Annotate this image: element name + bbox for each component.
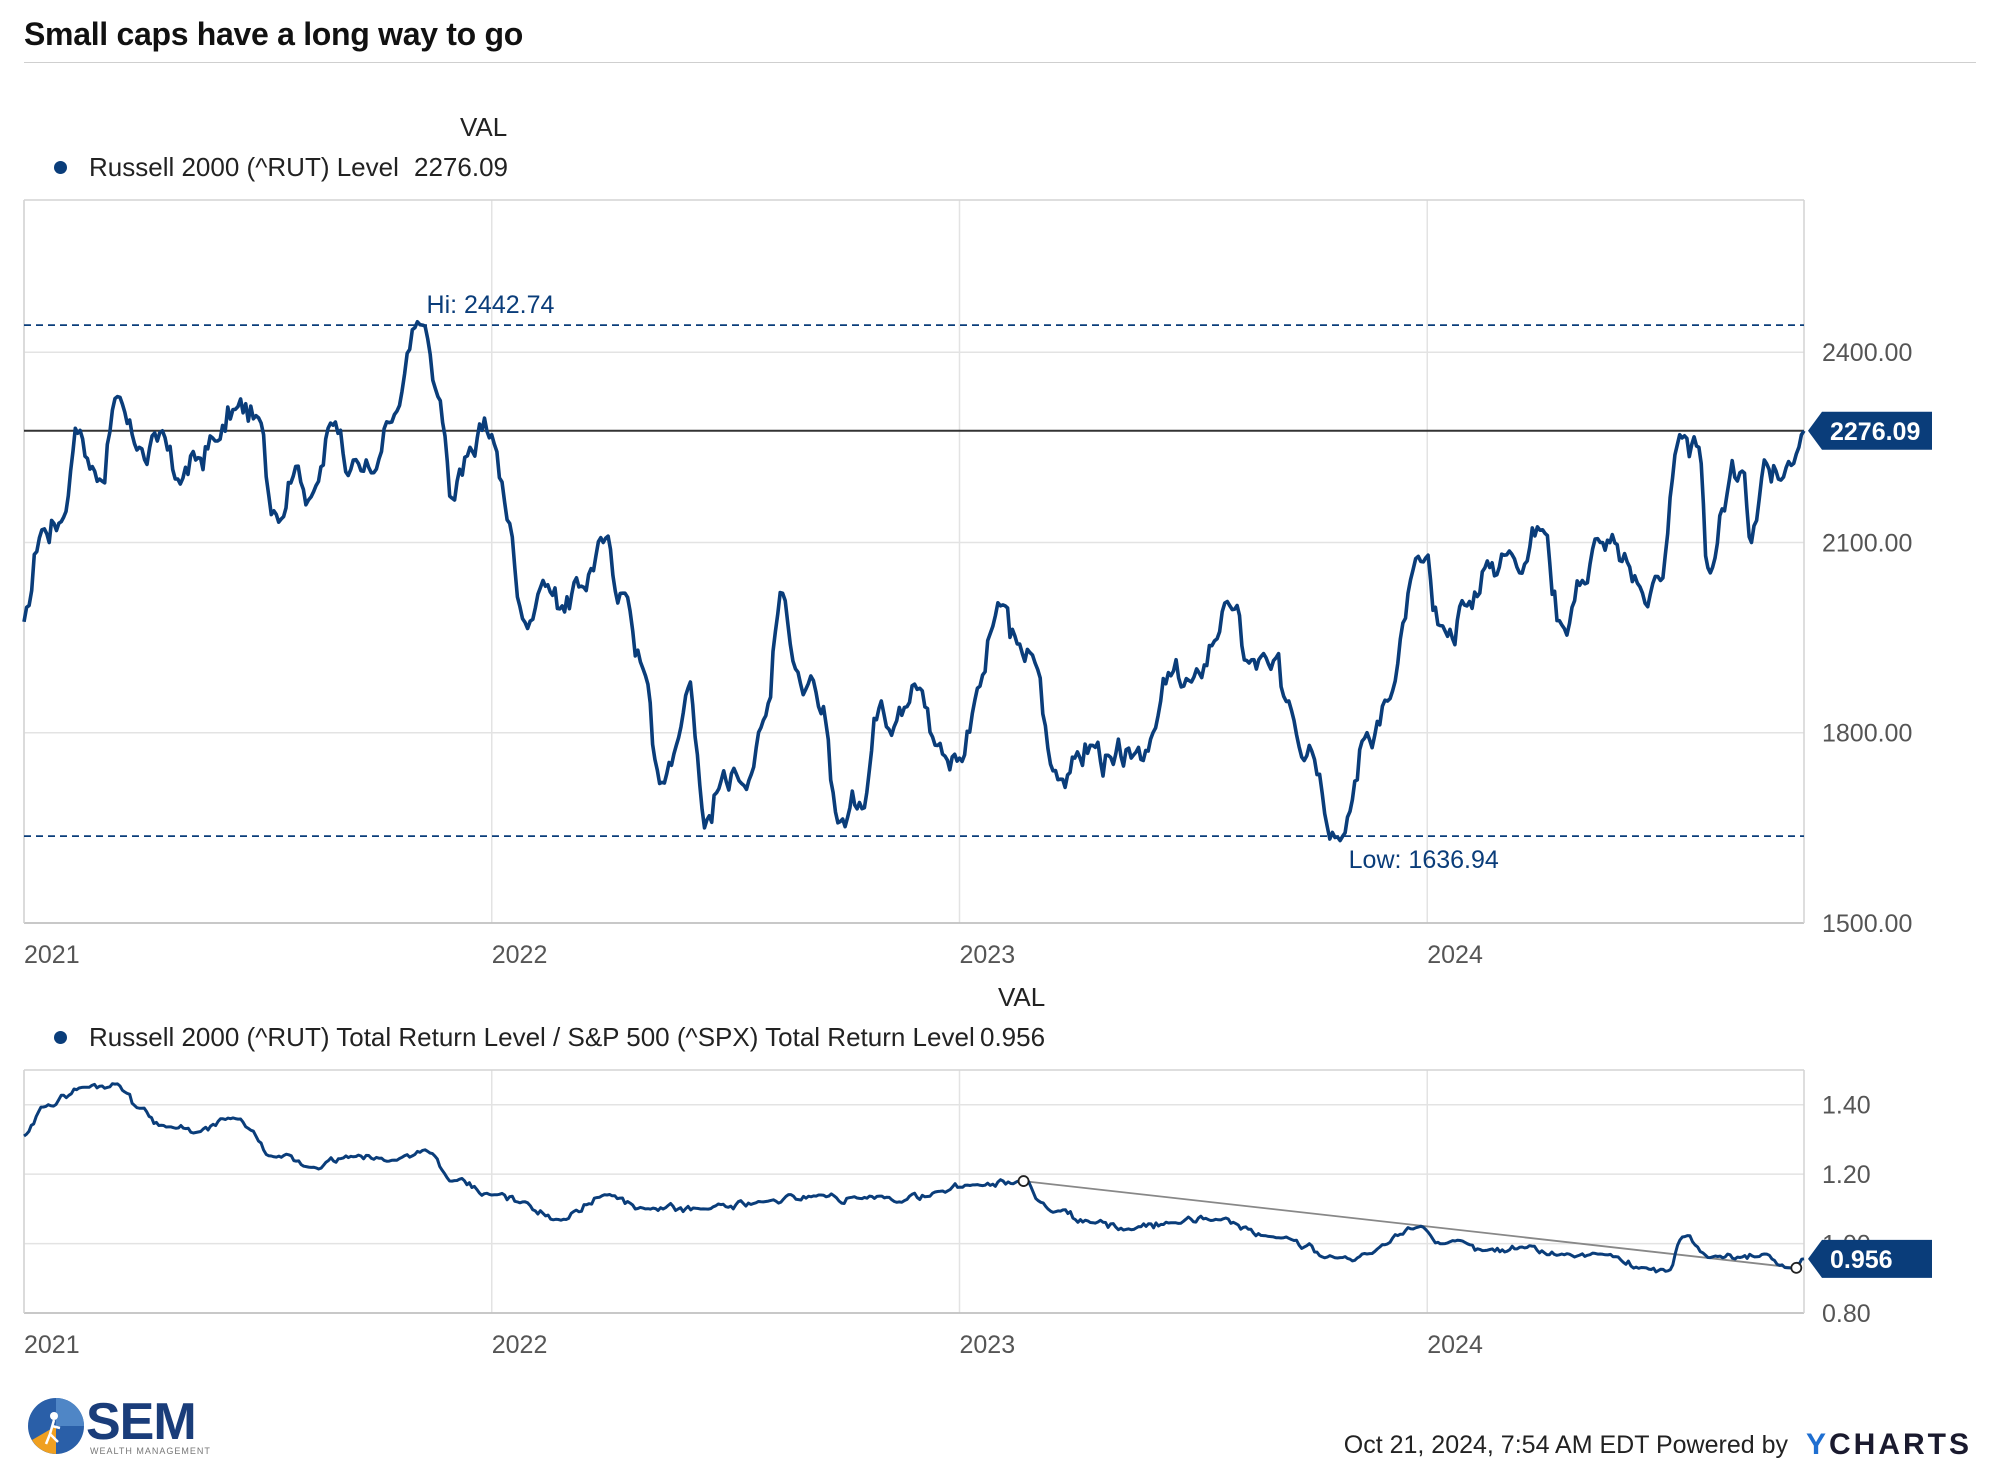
series-line: [22, 320, 1806, 843]
bottom-legend-header: VAL: [998, 982, 1046, 1012]
x-tick-label: 2024: [1427, 941, 1483, 969]
chart-title: Small caps have a long way to go: [24, 16, 523, 52]
x-tick-label: 2022: [492, 1331, 548, 1359]
x-tick-label: 2024: [1427, 1331, 1483, 1359]
bottom-current-value-tag: 0.956: [1830, 1246, 1893, 1274]
high-annotation: Hi: 2442.74: [427, 291, 555, 319]
series-dot-icon: [54, 160, 67, 174]
bottom-legend-entry[interactable]: Russell 2000 (^RUT) Total Return Level /…: [54, 1022, 975, 1053]
title-divider: [24, 62, 1976, 63]
top-legend-header: VAL: [460, 112, 508, 142]
y-tick-label: 0.80: [1822, 1300, 1871, 1328]
x-tick-label: 2021: [24, 1331, 80, 1359]
top-legend-entry[interactable]: Russell 2000 (^RUT) Level: [54, 152, 399, 183]
top-current-value-tag-bg: [1808, 411, 1932, 450]
x-tick-label: 2022: [492, 941, 548, 969]
trendline-start-handle: [1017, 1175, 1030, 1187]
series-dot-icon: [54, 1030, 67, 1044]
y-tick-label: 1.40: [1822, 1092, 1871, 1120]
trendline: [1023, 1180, 1797, 1269]
low-annotation: Low: 1636.94: [1349, 846, 1499, 874]
y-tick-label: 1.20: [1822, 1161, 1871, 1189]
top-current-value-tag: 2276.09: [1830, 418, 1920, 446]
y-tick-label: 1800.00: [1822, 720, 1912, 748]
sem-logo-icon: [28, 1398, 84, 1454]
trendline-end-handle: [1790, 1261, 1803, 1274]
ycharts-logo-y: Y: [1806, 1428, 1830, 1461]
bottom-legend-value: 0.956: [980, 1022, 1046, 1052]
y-tick-label: 1500.00: [1822, 910, 1912, 938]
x-tick-label: 2023: [959, 1331, 1015, 1359]
bottom-legend-label: Russell 2000 (^RUT) Total Return Level /…: [89, 1022, 975, 1052]
ycharts-logo[interactable]: YCHARTS: [1806, 1428, 1972, 1462]
logo-subtext: WEALTH MANAGEMENT: [90, 1446, 211, 1456]
top-legend-value: 2276.09: [414, 152, 508, 182]
logo-text: SEM: [86, 1393, 197, 1451]
top-legend-label: Russell 2000 (^RUT) Level: [89, 152, 399, 182]
bottom-current-value-tag-bg: [1808, 1239, 1932, 1278]
ycharts-logo-rest: CHARTS: [1829, 1428, 1973, 1461]
y-tick-label: 2100.00: [1822, 529, 1912, 557]
y-tick-label: 2400.00: [1822, 339, 1912, 367]
x-tick-label: 2023: [959, 941, 1015, 969]
top-panel: 1500.00 1800.00 2100.00 2400.00 2021 2022 2023…: [22, 199, 1932, 969]
series-line: [23, 1082, 1805, 1274]
x-tick-label: 2021: [24, 941, 80, 969]
footer-timestamp: Oct 21, 2024, 7:54 AM EDT Powered by: [1343, 1431, 1788, 1459]
